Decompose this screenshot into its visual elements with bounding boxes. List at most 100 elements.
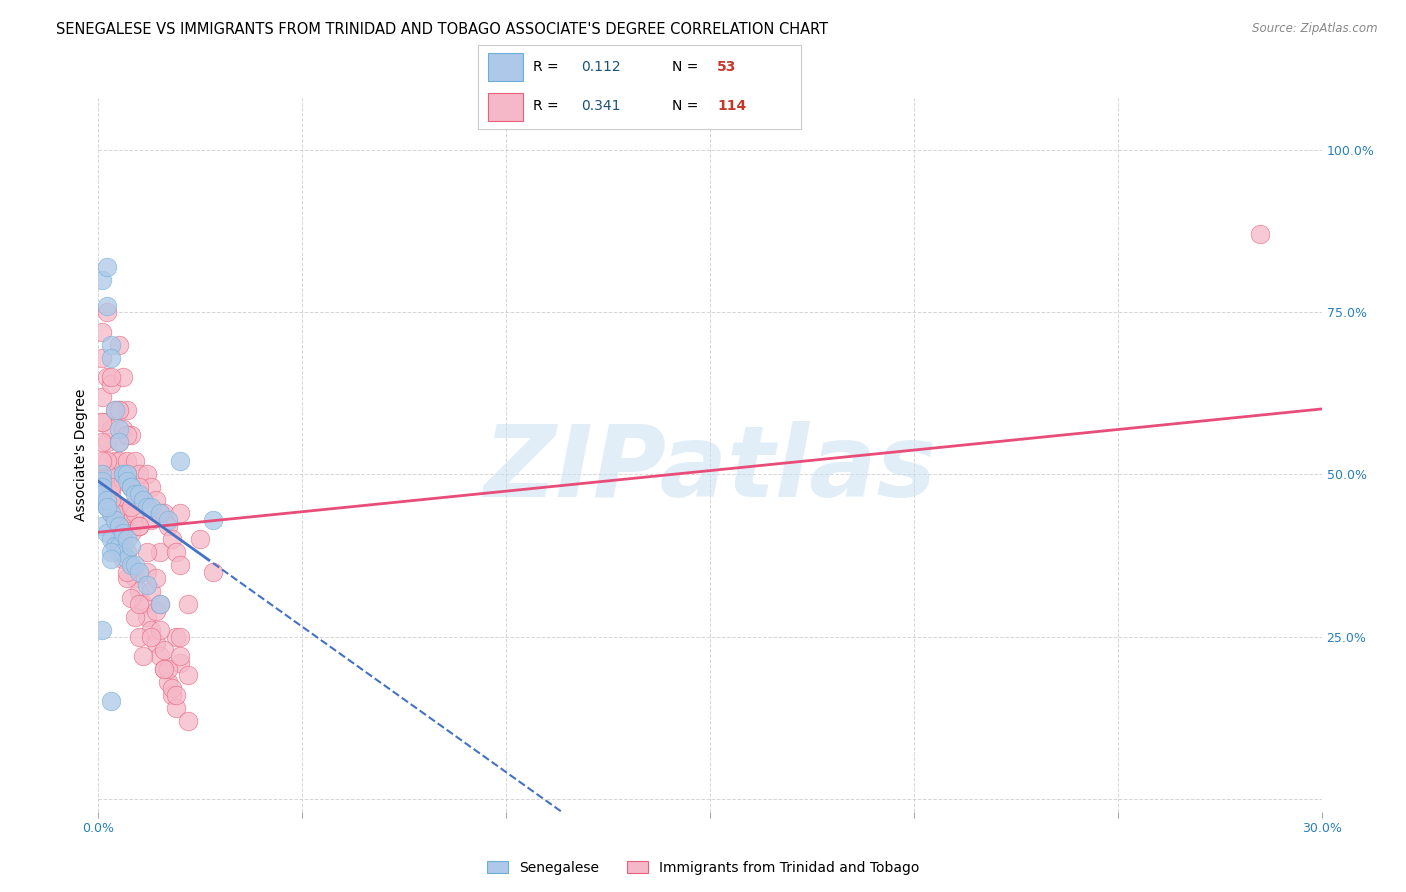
- Point: [115, 571, 138, 585]
- Point: [149, 597, 172, 611]
- Point: [115, 545, 138, 559]
- Point: [100, 506, 122, 520]
- Point: [108, 533, 131, 547]
- Point: [169, 630, 191, 644]
- Point: [165, 630, 187, 644]
- Point: [96, 454, 118, 468]
- Point: [100, 376, 122, 391]
- Point: [108, 500, 131, 514]
- Point: [115, 551, 138, 566]
- Point: [100, 422, 122, 436]
- Point: [156, 662, 179, 676]
- Point: [124, 571, 146, 585]
- Point: [128, 565, 150, 579]
- Point: [160, 533, 183, 547]
- FancyBboxPatch shape: [488, 54, 523, 81]
- Point: [169, 454, 191, 468]
- Point: [120, 558, 142, 573]
- Text: 114: 114: [717, 100, 747, 113]
- Point: [100, 506, 122, 520]
- Point: [108, 337, 131, 351]
- Point: [169, 506, 191, 520]
- Point: [111, 467, 134, 482]
- Point: [149, 648, 172, 663]
- Point: [141, 630, 163, 644]
- Point: [160, 681, 183, 696]
- Point: [128, 480, 150, 494]
- Point: [177, 714, 200, 728]
- Point: [104, 402, 127, 417]
- Text: 0.341: 0.341: [582, 100, 621, 113]
- Point: [115, 402, 138, 417]
- Point: [91, 480, 114, 494]
- Point: [145, 636, 167, 650]
- Point: [169, 558, 191, 573]
- Point: [100, 694, 122, 708]
- Point: [111, 474, 134, 488]
- Point: [120, 480, 142, 494]
- Point: [152, 662, 174, 676]
- Point: [149, 623, 172, 637]
- Legend: Senegalese, Immigrants from Trinidad and Tobago: Senegalese, Immigrants from Trinidad and…: [481, 855, 925, 880]
- Point: [104, 513, 127, 527]
- Point: [132, 493, 155, 508]
- Point: [156, 513, 179, 527]
- Point: [91, 325, 114, 339]
- Point: [128, 467, 150, 482]
- Point: [120, 500, 142, 514]
- Point: [132, 493, 155, 508]
- Point: [108, 434, 131, 449]
- Text: 53: 53: [717, 60, 737, 74]
- Point: [120, 480, 142, 494]
- Point: [104, 506, 127, 520]
- Point: [141, 584, 163, 599]
- Point: [132, 648, 155, 663]
- Point: [96, 467, 118, 482]
- Point: [96, 525, 118, 540]
- Point: [100, 551, 122, 566]
- Point: [156, 519, 179, 533]
- Point: [156, 675, 179, 690]
- Text: N =: N =: [672, 60, 703, 74]
- Point: [141, 500, 163, 514]
- Point: [120, 480, 142, 494]
- Point: [124, 454, 146, 468]
- Point: [128, 519, 150, 533]
- Point: [115, 428, 138, 442]
- Point: [104, 506, 127, 520]
- Point: [152, 662, 174, 676]
- Point: [115, 467, 138, 482]
- Point: [111, 370, 134, 384]
- Point: [96, 493, 118, 508]
- Point: [91, 416, 114, 430]
- Point: [108, 402, 131, 417]
- Text: N =: N =: [672, 100, 703, 113]
- Point: [96, 305, 118, 319]
- Text: Source: ZipAtlas.com: Source: ZipAtlas.com: [1253, 22, 1378, 36]
- Point: [108, 519, 131, 533]
- Point: [111, 551, 134, 566]
- Point: [160, 688, 183, 702]
- Point: [91, 273, 114, 287]
- Point: [201, 565, 224, 579]
- Text: SENEGALESE VS IMMIGRANTS FROM TRINIDAD AND TOBAGO ASSOCIATE'S DEGREE CORRELATION: SENEGALESE VS IMMIGRANTS FROM TRINIDAD A…: [56, 22, 828, 37]
- Point: [111, 525, 134, 540]
- Point: [100, 493, 122, 508]
- Point: [108, 434, 131, 449]
- Point: [132, 597, 155, 611]
- Point: [91, 623, 114, 637]
- Point: [177, 597, 200, 611]
- Point: [91, 493, 114, 508]
- Point: [165, 688, 187, 702]
- Point: [100, 467, 122, 482]
- Point: [108, 545, 131, 559]
- Point: [108, 454, 131, 468]
- Point: [201, 513, 224, 527]
- Point: [108, 539, 131, 553]
- FancyBboxPatch shape: [488, 93, 523, 120]
- Point: [115, 454, 138, 468]
- Point: [145, 571, 167, 585]
- Point: [177, 668, 200, 682]
- Point: [100, 545, 122, 559]
- Point: [91, 519, 114, 533]
